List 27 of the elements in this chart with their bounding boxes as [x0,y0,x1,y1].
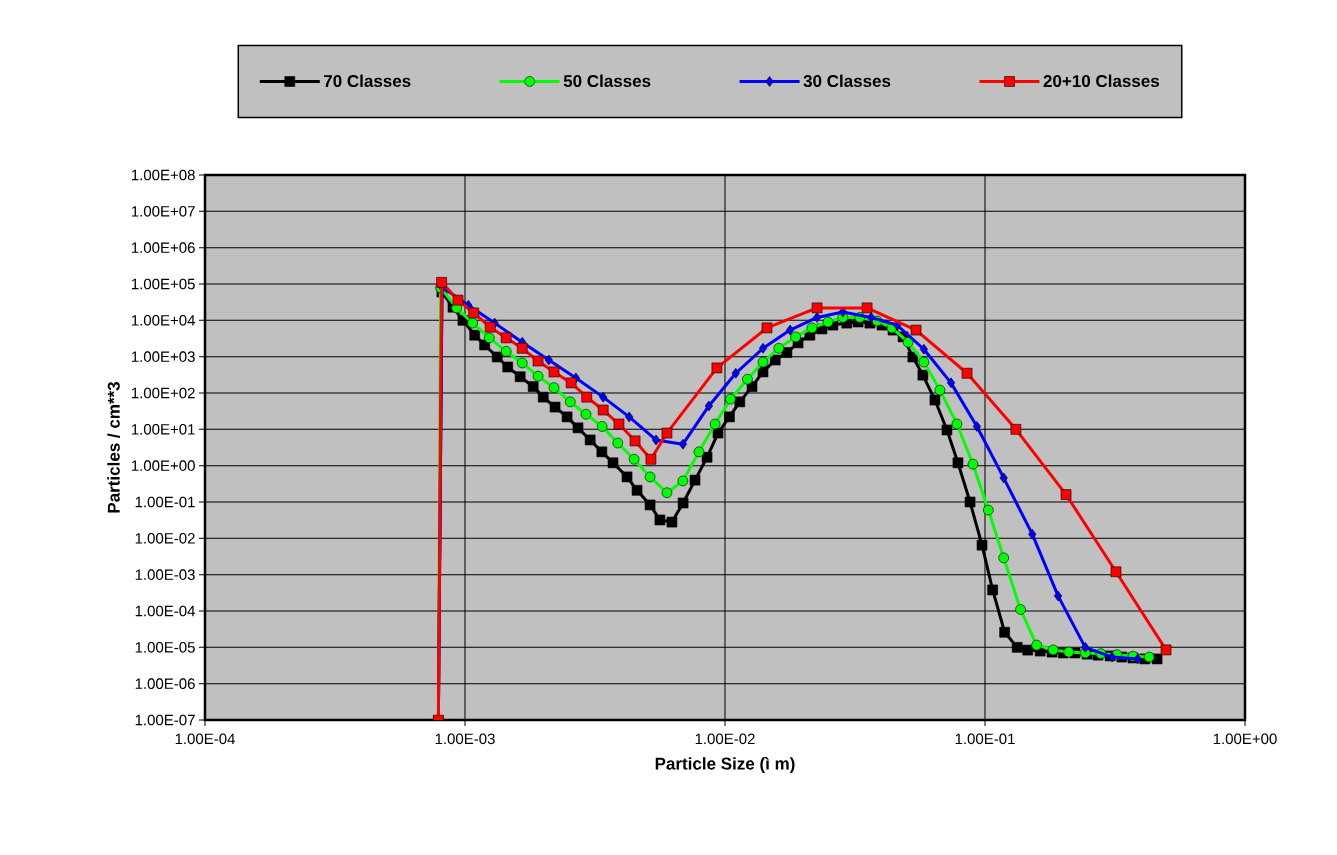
y-tick-label: 1.00E+08 [131,169,195,181]
y-tick-label: 1.00E-02 [135,533,195,544]
x-tick-label: 1.00E+00 [1213,733,1277,745]
legend-label: 20+10 Classes [1043,74,1159,88]
y-tick-label: 1.00E-01 [135,496,195,508]
x-tick-label: 1.00E-02 [695,733,755,745]
y-tick-label: 1.00E-05 [135,642,195,653]
y-tick-label: 1.00E+06 [131,242,195,253]
y-tick-label: 1.00E+02 [131,387,195,399]
x-tick-label: 1.00E-01 [955,733,1015,745]
y-tick-label: 1.00E+05 [131,278,195,290]
x-tick-label: 1.00E-04 [175,733,235,745]
y-tick-label: 1.00E-04 [135,605,196,617]
legend-label: 50 Classes [563,74,651,88]
y-tick-label: 1.00E+03 [131,351,195,362]
y-tick-label: 1.00E+00 [131,460,195,471]
y-tick-label: 1.00E+04 [131,315,196,326]
x-tick-label: 1.00E-03 [435,733,495,745]
x-axis-title: Particle Size (ì m) [655,757,795,774]
legend-label: 70 Classes [324,74,411,88]
y-tick-label: 1.00E-07 [135,714,195,726]
y-tick-label: 1.00E-06 [135,678,195,689]
y-axis-title: Particles / cm**3 [107,381,120,513]
y-tick-label: 1.00E-03 [135,569,195,580]
y-tick-label: 1.00E+07 [131,206,195,217]
y-tick-label: 1.00E+01 [131,424,195,435]
legend-label: 30 Classes [803,74,891,88]
